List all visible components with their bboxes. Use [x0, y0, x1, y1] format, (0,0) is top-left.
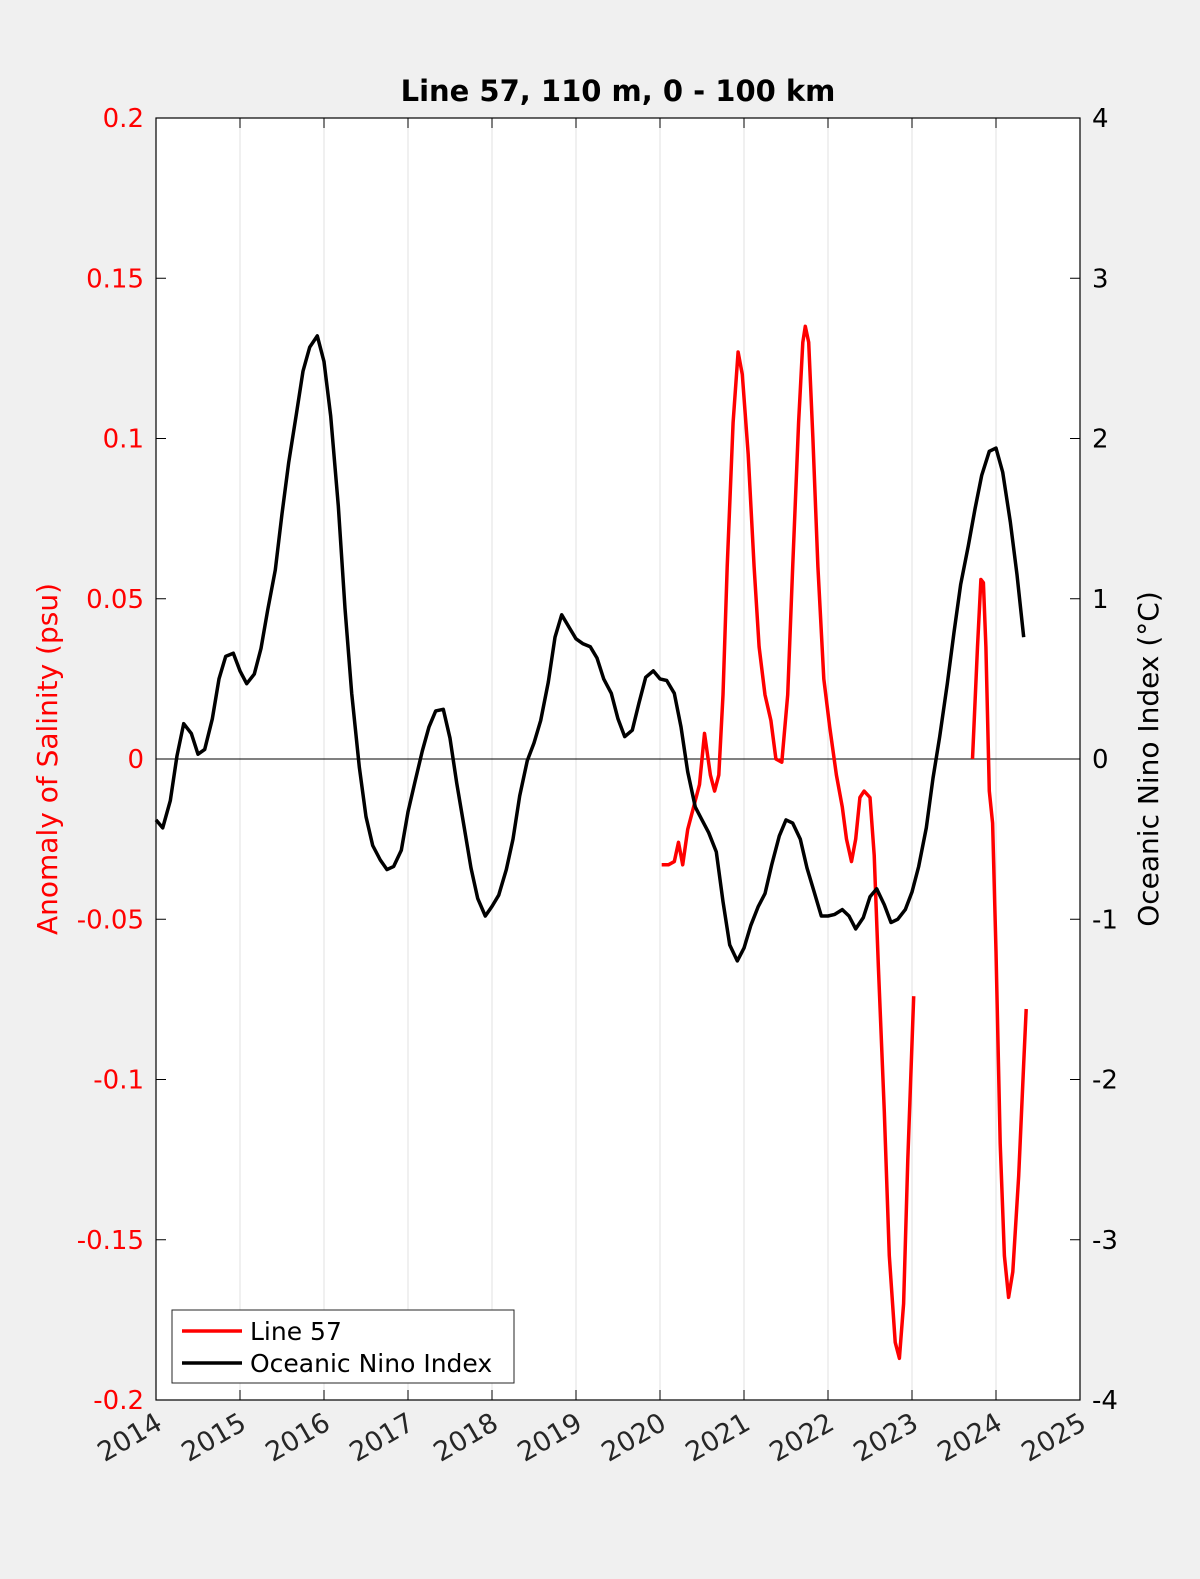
- x-tick-label: 2021: [680, 1407, 755, 1468]
- y-left-tick-label: -0.15: [77, 1226, 144, 1256]
- y-right-tick-label: 1: [1092, 585, 1109, 615]
- x-tick-label: 2015: [176, 1407, 251, 1468]
- chart-title: Line 57, 110 m, 0 - 100 km: [401, 74, 836, 108]
- y-left-tick-label: 0.2: [103, 104, 144, 134]
- y-left-tick-label: -0.2: [93, 1386, 144, 1416]
- y-left-tick-label: -0.1: [93, 1066, 144, 1096]
- x-tick-label: 2020: [596, 1407, 671, 1468]
- y-right-tick-label: -3: [1092, 1226, 1118, 1256]
- y-right-tick-label: 0: [1092, 745, 1109, 775]
- y-left-tick-label: 0.1: [103, 425, 144, 455]
- y-left-tick-label: 0: [127, 745, 144, 775]
- y-left-tick-label: 0.15: [86, 264, 144, 294]
- legend: Line 57 Oceanic Nino Index: [171, 1309, 515, 1384]
- x-tick-label: 2016: [260, 1407, 335, 1468]
- x-tick-label: 2024: [932, 1407, 1007, 1468]
- x-tick-label: 2025: [1016, 1407, 1091, 1468]
- y-right-tick-label: 2: [1092, 425, 1109, 455]
- x-tick-label: 2023: [848, 1407, 923, 1468]
- x-tick-label: 2019: [512, 1407, 587, 1468]
- y-right-tick-label: 3: [1092, 264, 1109, 294]
- series-layer: [154, 324, 1028, 1361]
- y-axis-right-label: Oceanic Nino Index (°C): [1132, 591, 1165, 927]
- y-right-tick-label: 4: [1092, 104, 1109, 134]
- y-left-tick-label: 0.05: [86, 585, 144, 615]
- x-tick-label: 2022: [764, 1407, 839, 1468]
- x-tick-label: 2014: [92, 1407, 167, 1468]
- x-tick-label: 2017: [344, 1407, 419, 1468]
- x-tick-label: 2018: [428, 1407, 503, 1468]
- legend-label-line57: Line 57: [250, 1317, 342, 1346]
- series-line-line-57: [970, 577, 1028, 1300]
- y-left-tick-label: -0.05: [77, 905, 144, 935]
- y-right-tick-label: -4: [1092, 1386, 1118, 1416]
- y-right-tick-label: -2: [1092, 1066, 1118, 1096]
- legend-box: [171, 1309, 515, 1384]
- series-line-oceanic-nino-index: [154, 334, 1026, 963]
- series-line-line-57: [661, 324, 916, 1361]
- legend-label-oni: Oceanic Nino Index: [250, 1349, 492, 1378]
- y-right-tick-label: -1: [1092, 905, 1118, 935]
- y-axis-left-label: Anomaly of Salinity (psu): [31, 583, 64, 935]
